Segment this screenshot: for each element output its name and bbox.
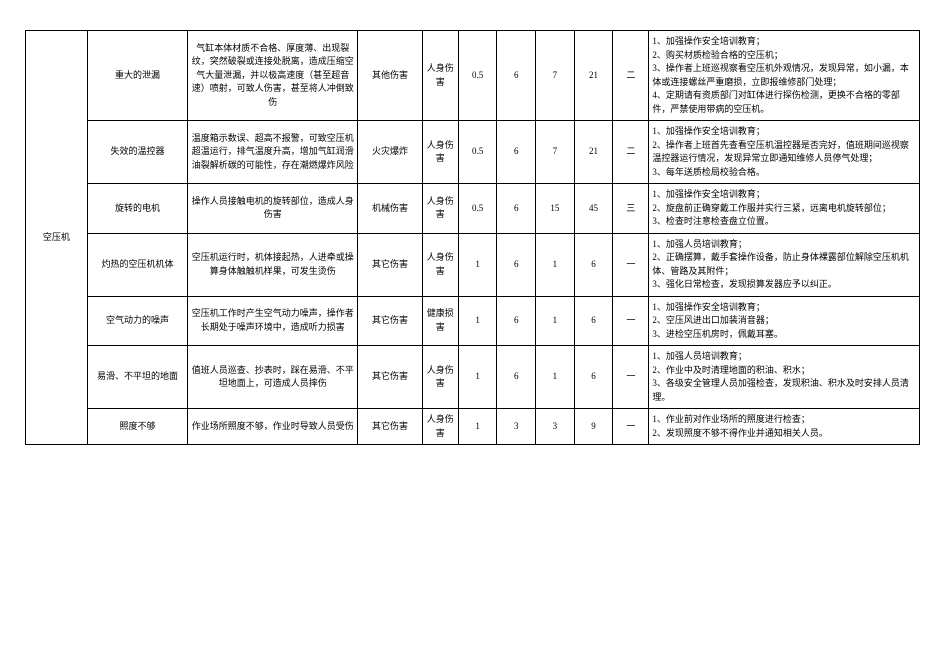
harm-cell: 人身伤害	[422, 409, 458, 445]
measures-cell: 1、加强操作安全培训教育；2、空压风进出口加装消音器；3、进检空压机房时，佩戴耳…	[649, 296, 920, 346]
hazard-cell: 易滑、不平坦的地面	[87, 346, 187, 409]
score-d-cell: 21	[574, 121, 613, 184]
table-row: 失效的温控器温度箱示数误、超高不报警，可致空压机超温运行，排气温度升高，增加气缸…	[26, 121, 920, 184]
score-c-cell: 1	[536, 233, 575, 296]
mode-cell: 其他伤害	[358, 31, 422, 121]
score-e-cell: 6	[497, 233, 536, 296]
score-l-cell: 0.5	[458, 184, 497, 234]
category-cell: 空压机	[26, 31, 88, 445]
measures-cell: 1、作业前对作业场所的照度进行检查；2、发现照度不够不得作业并通知相关人员。	[649, 409, 920, 445]
mode-cell: 其它伤害	[358, 296, 422, 346]
score-e-cell: 6	[497, 121, 536, 184]
table-row: 空气动力的噪声空压机工作时产生空气动力噪声，操作者长期处于噪声环境中，造成听力损…	[26, 296, 920, 346]
level-cell: 一	[613, 233, 649, 296]
score-c-cell: 7	[536, 121, 575, 184]
hazard-cell: 照度不够	[87, 409, 187, 445]
score-l-cell: 1	[458, 233, 497, 296]
level-cell: 二	[613, 31, 649, 121]
score-e-cell: 6	[497, 184, 536, 234]
risk-table: 空压机重大的泄漏气缸本体材质不合格、厚度薄、出现裂纹，突然破裂或连接处脱离，造成…	[25, 30, 920, 445]
score-d-cell: 9	[574, 409, 613, 445]
description-cell: 气缸本体材质不合格、厚度薄、出现裂纹，突然破裂或连接处脱离，造成压缩空气大量泄漏…	[188, 31, 358, 121]
mode-cell: 火灾爆炸	[358, 121, 422, 184]
measures-cell: 1、加强人员培训教育；2、正确摆算，戴手套操作设备，防止身体裸露部位解除空压机机…	[649, 233, 920, 296]
harm-cell: 人身伤害	[422, 31, 458, 121]
score-d-cell: 21	[574, 31, 613, 121]
harm-cell: 健康损害	[422, 296, 458, 346]
score-l-cell: 1	[458, 346, 497, 409]
score-d-cell: 45	[574, 184, 613, 234]
level-cell: 一	[613, 296, 649, 346]
mode-cell: 其它伤害	[358, 409, 422, 445]
measures-cell: 1、加强人员培训教育；2、作业中及时清理地面的积油、积水；3、各级安全管理人员加…	[649, 346, 920, 409]
score-d-cell: 6	[574, 346, 613, 409]
description-cell: 空压机工作时产生空气动力噪声，操作者长期处于噪声环境中，造成听力损害	[188, 296, 358, 346]
table-row: 空压机重大的泄漏气缸本体材质不合格、厚度薄、出现裂纹，突然破裂或连接处脱离，造成…	[26, 31, 920, 121]
description-cell: 操作人员接触电机的旋转部位，造成人身伤害	[188, 184, 358, 234]
table-row: 旋转的电机操作人员接触电机的旋转部位，造成人身伤害机械伤害人身伤害0.56154…	[26, 184, 920, 234]
measures-cell: 1、加强操作安全培训教育；2、操作者上班首先查看空压机温控器是否完好，值班期间巡…	[649, 121, 920, 184]
score-d-cell: 6	[574, 296, 613, 346]
measures-cell: 1、加强操作安全培训教育；2、购买材质检验合格的空压机；3、操作者上班巡视察看空…	[649, 31, 920, 121]
table-row: 照度不够作业场所照度不够，作业时导致人员受伤其它伤害人身伤害1339一1、作业前…	[26, 409, 920, 445]
harm-cell: 人身伤害	[422, 233, 458, 296]
description-cell: 作业场所照度不够，作业时导致人员受伤	[188, 409, 358, 445]
hazard-cell: 重大的泄漏	[87, 31, 187, 121]
score-l-cell: 0.5	[458, 121, 497, 184]
score-c-cell: 1	[536, 346, 575, 409]
score-l-cell: 0.5	[458, 31, 497, 121]
table-row: 灼热的空压机机体空压机运行时，机体接起热，人进牵或操算身体触触机样果，可发生烫伤…	[26, 233, 920, 296]
hazard-cell: 旋转的电机	[87, 184, 187, 234]
mode-cell: 机械伤害	[358, 184, 422, 234]
mode-cell: 其它伤害	[358, 233, 422, 296]
harm-cell: 人身伤害	[422, 346, 458, 409]
score-d-cell: 6	[574, 233, 613, 296]
description-cell: 值班人员巡查、抄表时，踩在易滑、不平坦地面上，可造成人员摔伤	[188, 346, 358, 409]
score-c-cell: 3	[536, 409, 575, 445]
score-e-cell: 3	[497, 409, 536, 445]
score-e-cell: 6	[497, 296, 536, 346]
table-row: 易滑、不平坦的地面值班人员巡查、抄表时，踩在易滑、不平坦地面上，可造成人员摔伤其…	[26, 346, 920, 409]
level-cell: 一	[613, 409, 649, 445]
measures-cell: 1、加强操作安全培训教育；2、旋盘前正确穿戴工作服并实行三紧，远离电机旋转部位；…	[649, 184, 920, 234]
score-c-cell: 15	[536, 184, 575, 234]
score-l-cell: 1	[458, 409, 497, 445]
harm-cell: 人身伤害	[422, 184, 458, 234]
description-cell: 空压机运行时，机体接起热，人进牵或操算身体触触机样果，可发生烫伤	[188, 233, 358, 296]
description-cell: 温度箱示数误、超高不报警，可致空压机超温运行，排气温度升高，增加气缸润滑油裂解析…	[188, 121, 358, 184]
score-l-cell: 1	[458, 296, 497, 346]
hazard-cell: 失效的温控器	[87, 121, 187, 184]
level-cell: 二	[613, 121, 649, 184]
score-e-cell: 6	[497, 31, 536, 121]
score-c-cell: 1	[536, 296, 575, 346]
hazard-cell: 空气动力的噪声	[87, 296, 187, 346]
mode-cell: 其它伤害	[358, 346, 422, 409]
harm-cell: 人身伤害	[422, 121, 458, 184]
score-c-cell: 7	[536, 31, 575, 121]
level-cell: 一	[613, 346, 649, 409]
level-cell: 三	[613, 184, 649, 234]
hazard-cell: 灼热的空压机机体	[87, 233, 187, 296]
score-e-cell: 6	[497, 346, 536, 409]
